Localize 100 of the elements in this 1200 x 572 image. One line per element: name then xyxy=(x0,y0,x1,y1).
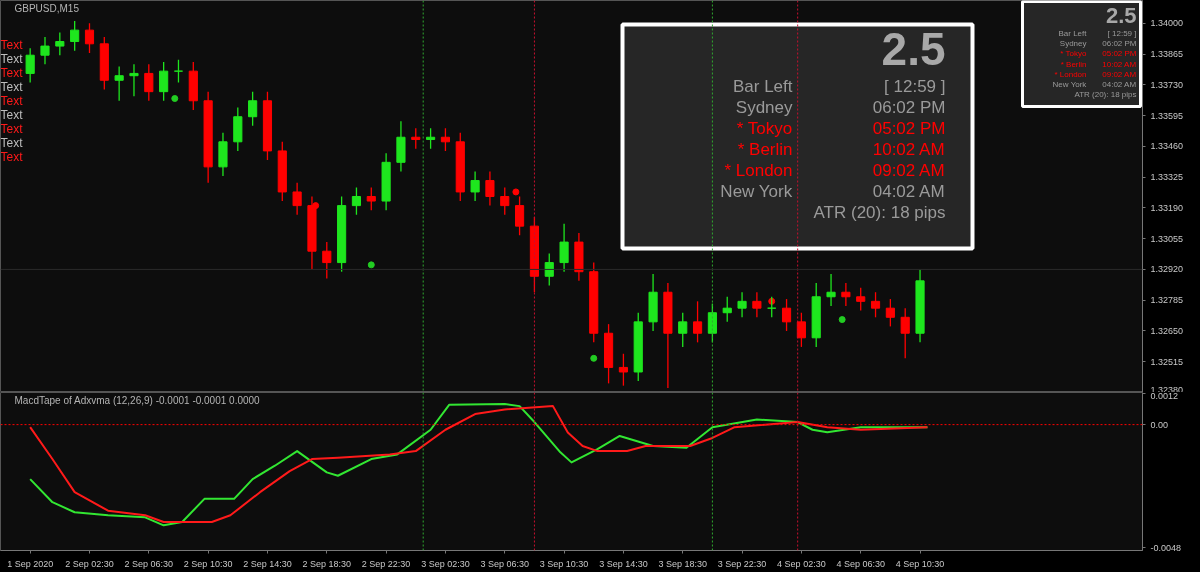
candlestick xyxy=(737,291,747,318)
x-tick-label: 2 Sep 18:30 xyxy=(302,558,352,569)
y-tick-label: 1.32920 xyxy=(1150,264,1184,275)
candlestick xyxy=(292,182,302,216)
candlestick xyxy=(366,186,376,211)
text: * London xyxy=(1054,69,1087,79)
annotation: * Berlin xyxy=(737,140,793,159)
candlestick xyxy=(796,312,806,348)
annotation: * Tokyo xyxy=(736,119,793,138)
y-tick-label: -0.0048 xyxy=(1150,542,1182,553)
x-tick-label: 1 Sep 2020 xyxy=(7,558,54,569)
candlestick xyxy=(55,31,65,56)
annotation: 09:02 AM xyxy=(872,161,945,180)
candlestick xyxy=(248,91,258,127)
candlestick xyxy=(470,170,480,202)
x-tick-label: 4 Sep 10:30 xyxy=(895,558,945,569)
candlestick xyxy=(841,282,851,307)
chart-title: MacdTape of Adxvma (12,26,9) -0.0001 -0.0001 0.0000 xyxy=(14,394,261,406)
text: 04:02 AM xyxy=(1102,80,1137,89)
chart-title: GBPUSD,M15 xyxy=(14,2,80,14)
y-tick-label: 1.33190 xyxy=(1150,202,1184,213)
y-tick-label: 1.33595 xyxy=(1150,110,1184,121)
candlestick xyxy=(159,61,169,102)
y-tick-label: 1.33460 xyxy=(1150,141,1184,152)
point xyxy=(367,261,375,269)
text: [ 12:59 ] xyxy=(1107,29,1137,38)
x-tick-label: 2 Sep 14:30 xyxy=(243,558,292,569)
annotation: 10:02 AM xyxy=(872,140,945,159)
candlestick xyxy=(870,291,881,318)
candlestick xyxy=(84,22,95,54)
y-tick-label: 1.33055 xyxy=(1150,233,1184,244)
candlestick xyxy=(856,287,866,312)
x-tick-label: 3 Sep 06:30 xyxy=(480,558,530,569)
candlestick xyxy=(114,65,124,102)
candlestick xyxy=(781,298,792,332)
y-tick-label: 1.32650 xyxy=(1150,325,1184,336)
y-tick-label: 1.32515 xyxy=(1150,356,1184,367)
y-tick-label: 0.00 xyxy=(1150,419,1169,430)
x-tick-label: 3 Sep 10:30 xyxy=(539,558,589,569)
annotation: New York xyxy=(720,182,793,201)
candlestick xyxy=(129,63,139,97)
candlestick xyxy=(440,127,451,152)
annotation: * London xyxy=(724,161,793,180)
candlestick xyxy=(411,127,421,150)
candlestick xyxy=(426,127,436,150)
candlestick xyxy=(485,170,495,207)
text: 05:02 PM xyxy=(1102,49,1137,59)
x-tick-label: 2 Sep 10:30 xyxy=(183,558,233,569)
point xyxy=(590,354,598,362)
text: 2.5 xyxy=(1105,3,1137,28)
annotation: Text xyxy=(0,121,24,136)
candlestick xyxy=(826,273,836,307)
candlestick xyxy=(144,63,154,102)
candlestick xyxy=(500,186,510,216)
point xyxy=(512,188,520,196)
y-tick-label: 1.33865 xyxy=(1150,49,1184,60)
text: 06:02 PM xyxy=(1102,39,1137,49)
annotation: Text xyxy=(0,135,24,150)
x-tick-label: 2 Sep 06:30 xyxy=(124,558,174,569)
candlestick xyxy=(900,307,910,359)
annotation: Text xyxy=(0,93,24,108)
candlestick xyxy=(678,312,688,348)
x-tick-label: 3 Sep 14:30 xyxy=(599,558,648,569)
annotation: [ 12:59 ] xyxy=(884,77,946,96)
text: New York xyxy=(1052,80,1087,89)
x-tick-label: 3 Sep 02:30 xyxy=(421,558,470,569)
text: 10:02 AM xyxy=(1102,59,1137,69)
candlestick xyxy=(351,186,362,216)
annotation: 2.5 xyxy=(881,22,946,75)
candlestick xyxy=(322,241,332,280)
y-tick-label: 1.34000 xyxy=(1150,18,1184,29)
text: ATR (20): 18 pips xyxy=(1074,90,1137,100)
annotation: Text xyxy=(0,37,24,52)
annotation: Text xyxy=(0,65,24,80)
candlestick xyxy=(618,353,628,387)
text: 09:02 AM xyxy=(1102,69,1137,79)
y-tick-label: 1.33730 xyxy=(1150,79,1184,90)
candlestick xyxy=(40,36,50,65)
annotation: Text xyxy=(0,51,24,66)
text: * Berlin xyxy=(1060,59,1087,69)
annotation: Bar Left xyxy=(732,77,793,96)
x-tick-label: 4 Sep 02:30 xyxy=(777,558,826,569)
x-tick-label: 3 Sep 22:30 xyxy=(717,558,767,569)
x-tick-label: 2 Sep 02:30 xyxy=(65,558,114,569)
text: * Tokyo xyxy=(1060,49,1087,59)
candlestick xyxy=(559,223,569,273)
candlestick xyxy=(885,298,895,328)
annotation: Text xyxy=(0,79,24,94)
annotation: Text xyxy=(0,149,24,164)
candlestick xyxy=(25,47,35,84)
annotation: 06:02 PM xyxy=(872,98,946,117)
annotation: ATR (20): 18 pips xyxy=(813,203,946,222)
candlestick xyxy=(752,291,762,318)
x-tick-label: 4 Sep 06:30 xyxy=(836,558,885,569)
annotation: Text xyxy=(0,107,24,122)
x-tick-label: 3 Sep 18:30 xyxy=(658,558,708,569)
text: Bar Left xyxy=(1058,29,1087,38)
point xyxy=(171,95,179,102)
candlestick xyxy=(544,252,554,287)
candlestick xyxy=(515,195,525,236)
